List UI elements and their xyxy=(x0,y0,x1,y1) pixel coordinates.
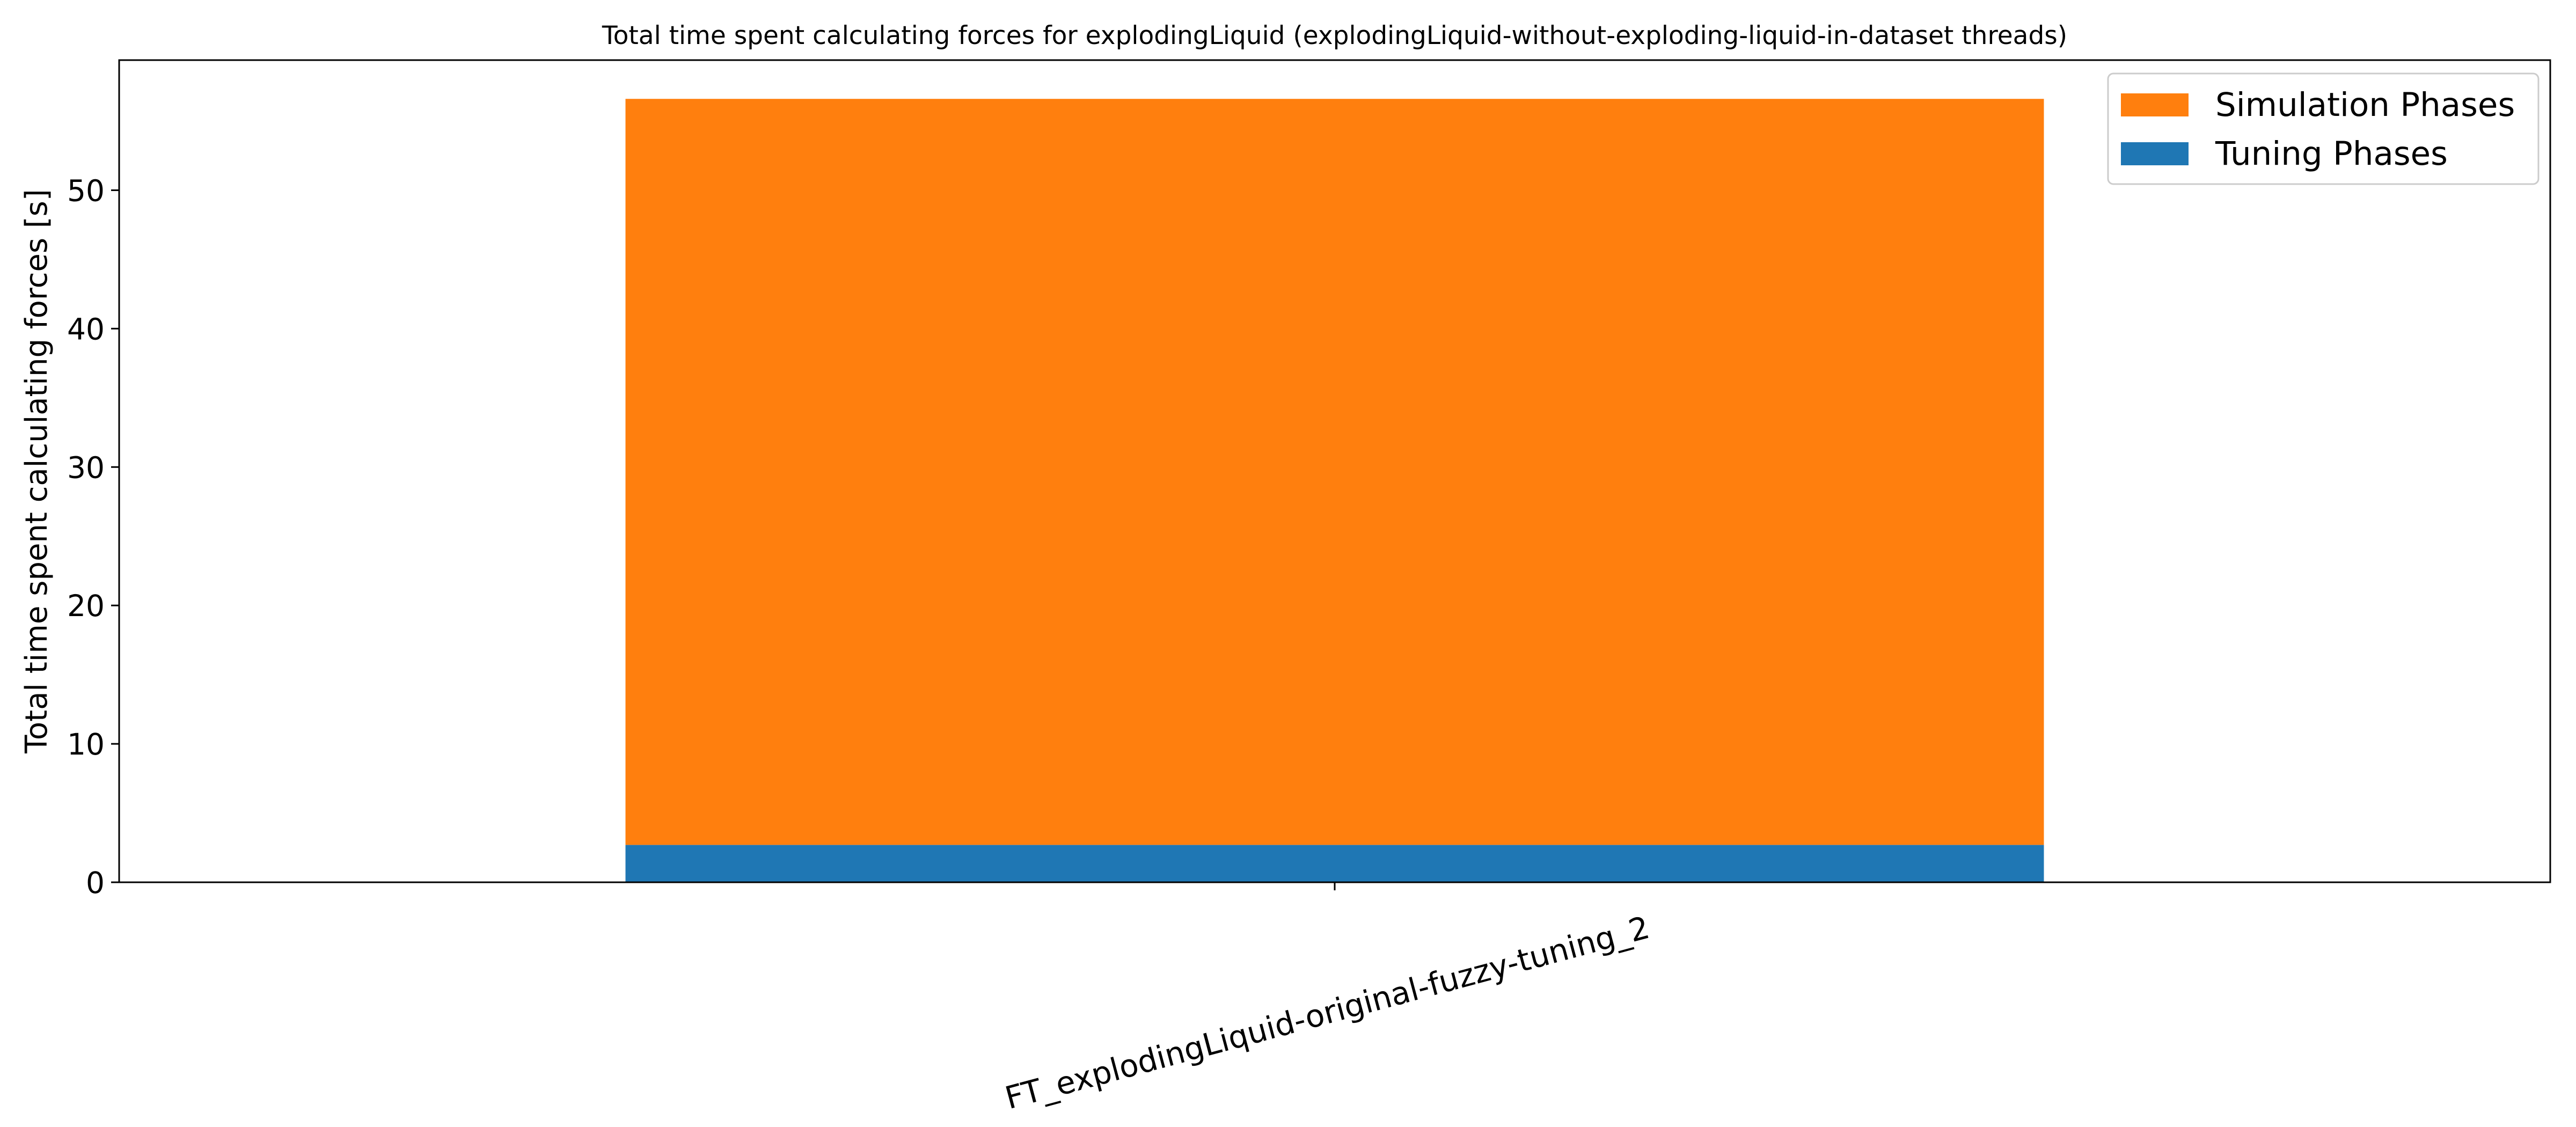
x-tick-label: FT_explodingLiquid-original-fuzzy-tuning… xyxy=(1001,909,1653,1116)
legend-swatch xyxy=(2121,142,2189,165)
bar-segment-tuning-phases xyxy=(625,845,2044,882)
bar-segment-simulation-phases xyxy=(625,99,2044,845)
legend-box xyxy=(2107,72,2540,185)
legend-label: Simulation Phases xyxy=(2215,86,2515,124)
y-axis: 0 10 20 30 40 50 xyxy=(67,173,119,900)
y-axis-label: Total time spent calculating forces [s] xyxy=(19,189,54,753)
y-tick-label: 0 xyxy=(86,866,105,900)
chart-title: Total time spent calculating forces for … xyxy=(602,21,2067,50)
legend: Simulation Phases Tuning Phases xyxy=(2107,72,2540,185)
legend-swatch xyxy=(2121,93,2189,116)
y-tick-label: 30 xyxy=(67,450,105,485)
y-tick-label: 10 xyxy=(67,727,105,762)
legend-label: Tuning Phases xyxy=(2215,135,2448,173)
y-tick-label: 40 xyxy=(67,312,105,346)
plot-frame xyxy=(118,59,2551,883)
x-axis: FT_explodingLiquid-original-fuzzy-tuning… xyxy=(1001,882,1653,1116)
y-tick-label: 20 xyxy=(67,589,105,623)
bars-group xyxy=(625,99,2044,882)
y-tick-label: 50 xyxy=(67,173,105,208)
